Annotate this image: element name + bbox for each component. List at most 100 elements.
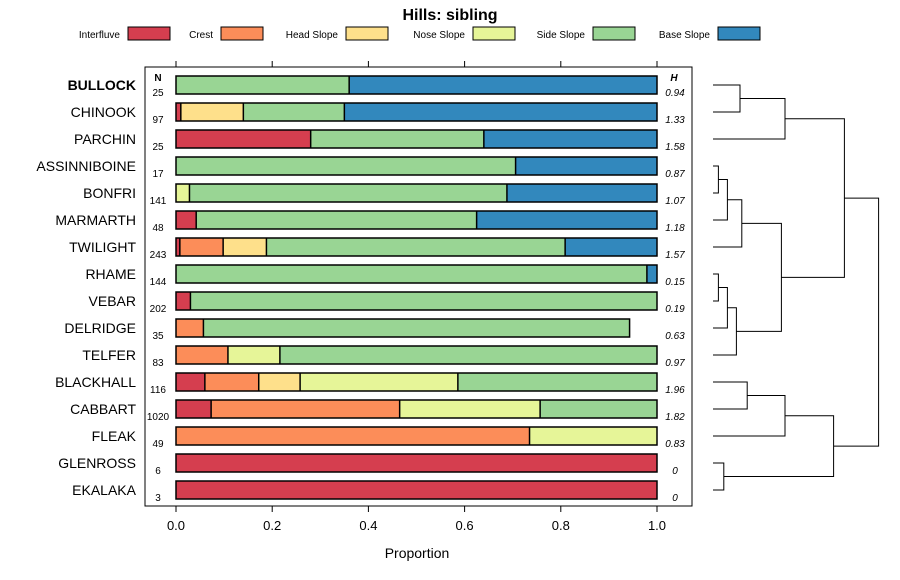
bar-segment-interfluve — [176, 481, 657, 499]
n-value: 83 — [152, 358, 164, 369]
bar-outline — [175, 264, 658, 284]
row-label: GLENROSS — [58, 455, 136, 471]
bar-segment-interfluve — [176, 238, 180, 256]
bar-segment-side-slope — [310, 130, 484, 148]
bar-segment-head-slope — [223, 238, 267, 256]
h-value: 1.57 — [665, 250, 685, 261]
x-axis-label: Proportion — [385, 545, 450, 561]
x-tick-label: 1.0 — [648, 518, 666, 533]
dendrogram-link — [713, 273, 719, 302]
row-label: MARMARTH — [55, 212, 136, 228]
row-label: VEBAR — [89, 293, 136, 309]
bar-outline — [175, 480, 658, 500]
legend-label-head-slope: Head Slope — [286, 30, 339, 41]
row-vebar: VEBAR 202 0.19 — [89, 291, 685, 315]
row-label: TELFER — [82, 347, 136, 363]
legend-label-base-slope: Base Slope — [659, 30, 711, 41]
bar-segment-side-slope — [203, 319, 630, 337]
bar-segment-interfluve — [176, 373, 205, 391]
bar-segment-nose-slope — [529, 427, 657, 445]
bar-segment-crest — [176, 427, 530, 445]
row-label: RHAME — [85, 266, 136, 282]
bar-segment-nose-slope — [399, 400, 541, 418]
h-value: 0.97 — [665, 358, 685, 369]
h-value: 1.07 — [665, 196, 685, 207]
legend-label-interfluve: Interfluve — [79, 30, 121, 41]
bar-segment-side-slope — [457, 373, 657, 391]
bar-segment-nose-slope — [176, 184, 190, 202]
row-chinook: CHINOOK 97 1.33 — [71, 102, 685, 126]
bar-outline — [175, 291, 658, 311]
bar-segment-interfluve — [176, 454, 657, 472]
bar-segment-side-slope — [190, 292, 657, 310]
row-label: PARCHIN — [74, 131, 136, 147]
row-label: BULLOCK — [68, 77, 136, 93]
bar-outline — [175, 210, 658, 230]
n-value: 35 — [152, 331, 164, 342]
dendrogram-link — [713, 381, 748, 410]
bar-outline — [175, 345, 658, 365]
legend-swatch-nose-slope — [472, 26, 516, 41]
row-label: FLEAK — [92, 428, 137, 444]
legend: Interfluve Crest Head Slope Nose Slope Side … — [79, 26, 761, 41]
row-label: BLACKHALL — [55, 374, 136, 390]
bar-outline — [175, 156, 658, 176]
bar-outline — [175, 372, 658, 392]
bar-segment-nose-slope — [300, 373, 458, 391]
bar-segment-base-slope — [506, 184, 657, 202]
row-glenross: GLENROSS 6 0 — [58, 453, 678, 477]
row-assinniboine: ASSINNIBOINE 17 0.87 — [36, 156, 685, 180]
x-tick-label: 0.8 — [552, 518, 570, 533]
legend-label-side-slope: Side Slope — [537, 30, 586, 41]
bar-segment-crest — [204, 373, 259, 391]
row-label: TWILIGHT — [69, 239, 136, 255]
bar-segment-crest — [179, 238, 224, 256]
row-label: CABBART — [70, 401, 136, 417]
row-ekalaka: EKALAKA 3 0 — [72, 480, 678, 504]
legend-swatch-base-slope — [717, 26, 761, 41]
x-tick-label: 0.6 — [456, 518, 474, 533]
bar-segment-side-slope — [540, 400, 657, 418]
n-value: 243 — [150, 250, 167, 261]
legend-swatch-side-slope — [592, 26, 636, 41]
n-value: 141 — [150, 196, 167, 207]
row-bullock: BULLOCK 25 0.94 — [68, 75, 685, 99]
bar-segment-base-slope — [565, 238, 657, 256]
row-delridge: DELRIDGE 35 0.63 — [64, 318, 685, 342]
bar-segment-nose-slope — [227, 346, 280, 364]
dendrogram-link — [713, 307, 737, 356]
h-value: 0 — [672, 466, 678, 477]
h-value: 0.63 — [665, 331, 685, 342]
dendrogram-link — [736, 222, 782, 332]
row-twilight: TWILIGHT 243 1.57 — [69, 237, 685, 261]
x-axis: 0.0 0.2 0.4 0.6 0.8 1.0 — [167, 61, 666, 533]
bar-rows: BULLOCK 25 0.94 CHINOOK 97 1.33 PARCHIN 25 1.58 A… — [36, 75, 685, 504]
row-telfer: TELFER 83 0.97 — [82, 345, 685, 369]
plot-frame — [144, 66, 693, 507]
h-column-header: H — [670, 73, 678, 84]
dendrogram-link — [713, 395, 786, 437]
h-value: 0.19 — [665, 304, 685, 315]
n-value: 25 — [152, 142, 164, 153]
bar-segment-interfluve — [176, 211, 197, 229]
dendrogram-link — [713, 287, 728, 329]
bar-segment-side-slope — [176, 157, 516, 175]
row-blackhall: BLACKHALL 116 1.96 — [55, 372, 685, 396]
x-tick-label: 0.2 — [263, 518, 281, 533]
dendrogram-link — [713, 165, 719, 194]
bar-segment-side-slope — [176, 76, 350, 94]
n-value: 144 — [150, 277, 167, 288]
bar-segment-side-slope — [189, 184, 507, 202]
bar-outline — [175, 453, 658, 473]
bar-segment-interfluve — [176, 103, 181, 121]
bar-outline — [175, 102, 658, 122]
bar-segment-base-slope — [476, 211, 657, 229]
row-label: DELRIDGE — [64, 320, 136, 336]
dendrogram-link — [713, 98, 786, 140]
h-value: 0.83 — [665, 439, 685, 450]
n-value: 48 — [152, 223, 164, 234]
n-value: 202 — [150, 304, 167, 315]
n-value: 49 — [152, 439, 164, 450]
row-fleak: FLEAK 49 0.83 — [92, 426, 685, 450]
